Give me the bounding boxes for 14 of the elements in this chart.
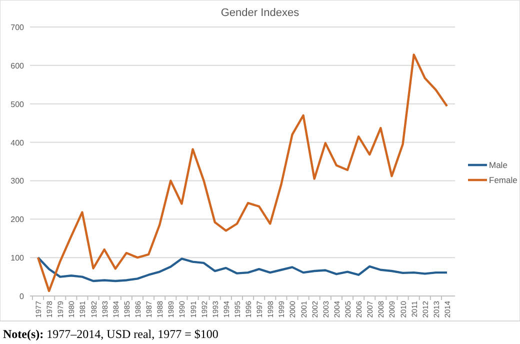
line-series xyxy=(36,256,448,282)
y-tick-label: 400 xyxy=(10,138,25,148)
line-series xyxy=(36,54,448,292)
y-tick-label: 300 xyxy=(10,176,25,186)
chart-title: Gender Indexes xyxy=(220,7,300,19)
y-tick-label: 600 xyxy=(10,61,25,70)
y-tick-label: 100 xyxy=(10,254,25,263)
y-tick-label: 700 xyxy=(10,23,25,32)
y-tick-label: 0 xyxy=(20,292,25,301)
y-tick-label: 200 xyxy=(10,215,25,224)
legend-label: Female xyxy=(489,175,518,185)
legend-label: Male xyxy=(489,160,508,170)
y-tick-label: 500 xyxy=(10,100,25,109)
text: Note(s): 1977–2014, USD real, 1977 = $100 xyxy=(3,327,218,341)
